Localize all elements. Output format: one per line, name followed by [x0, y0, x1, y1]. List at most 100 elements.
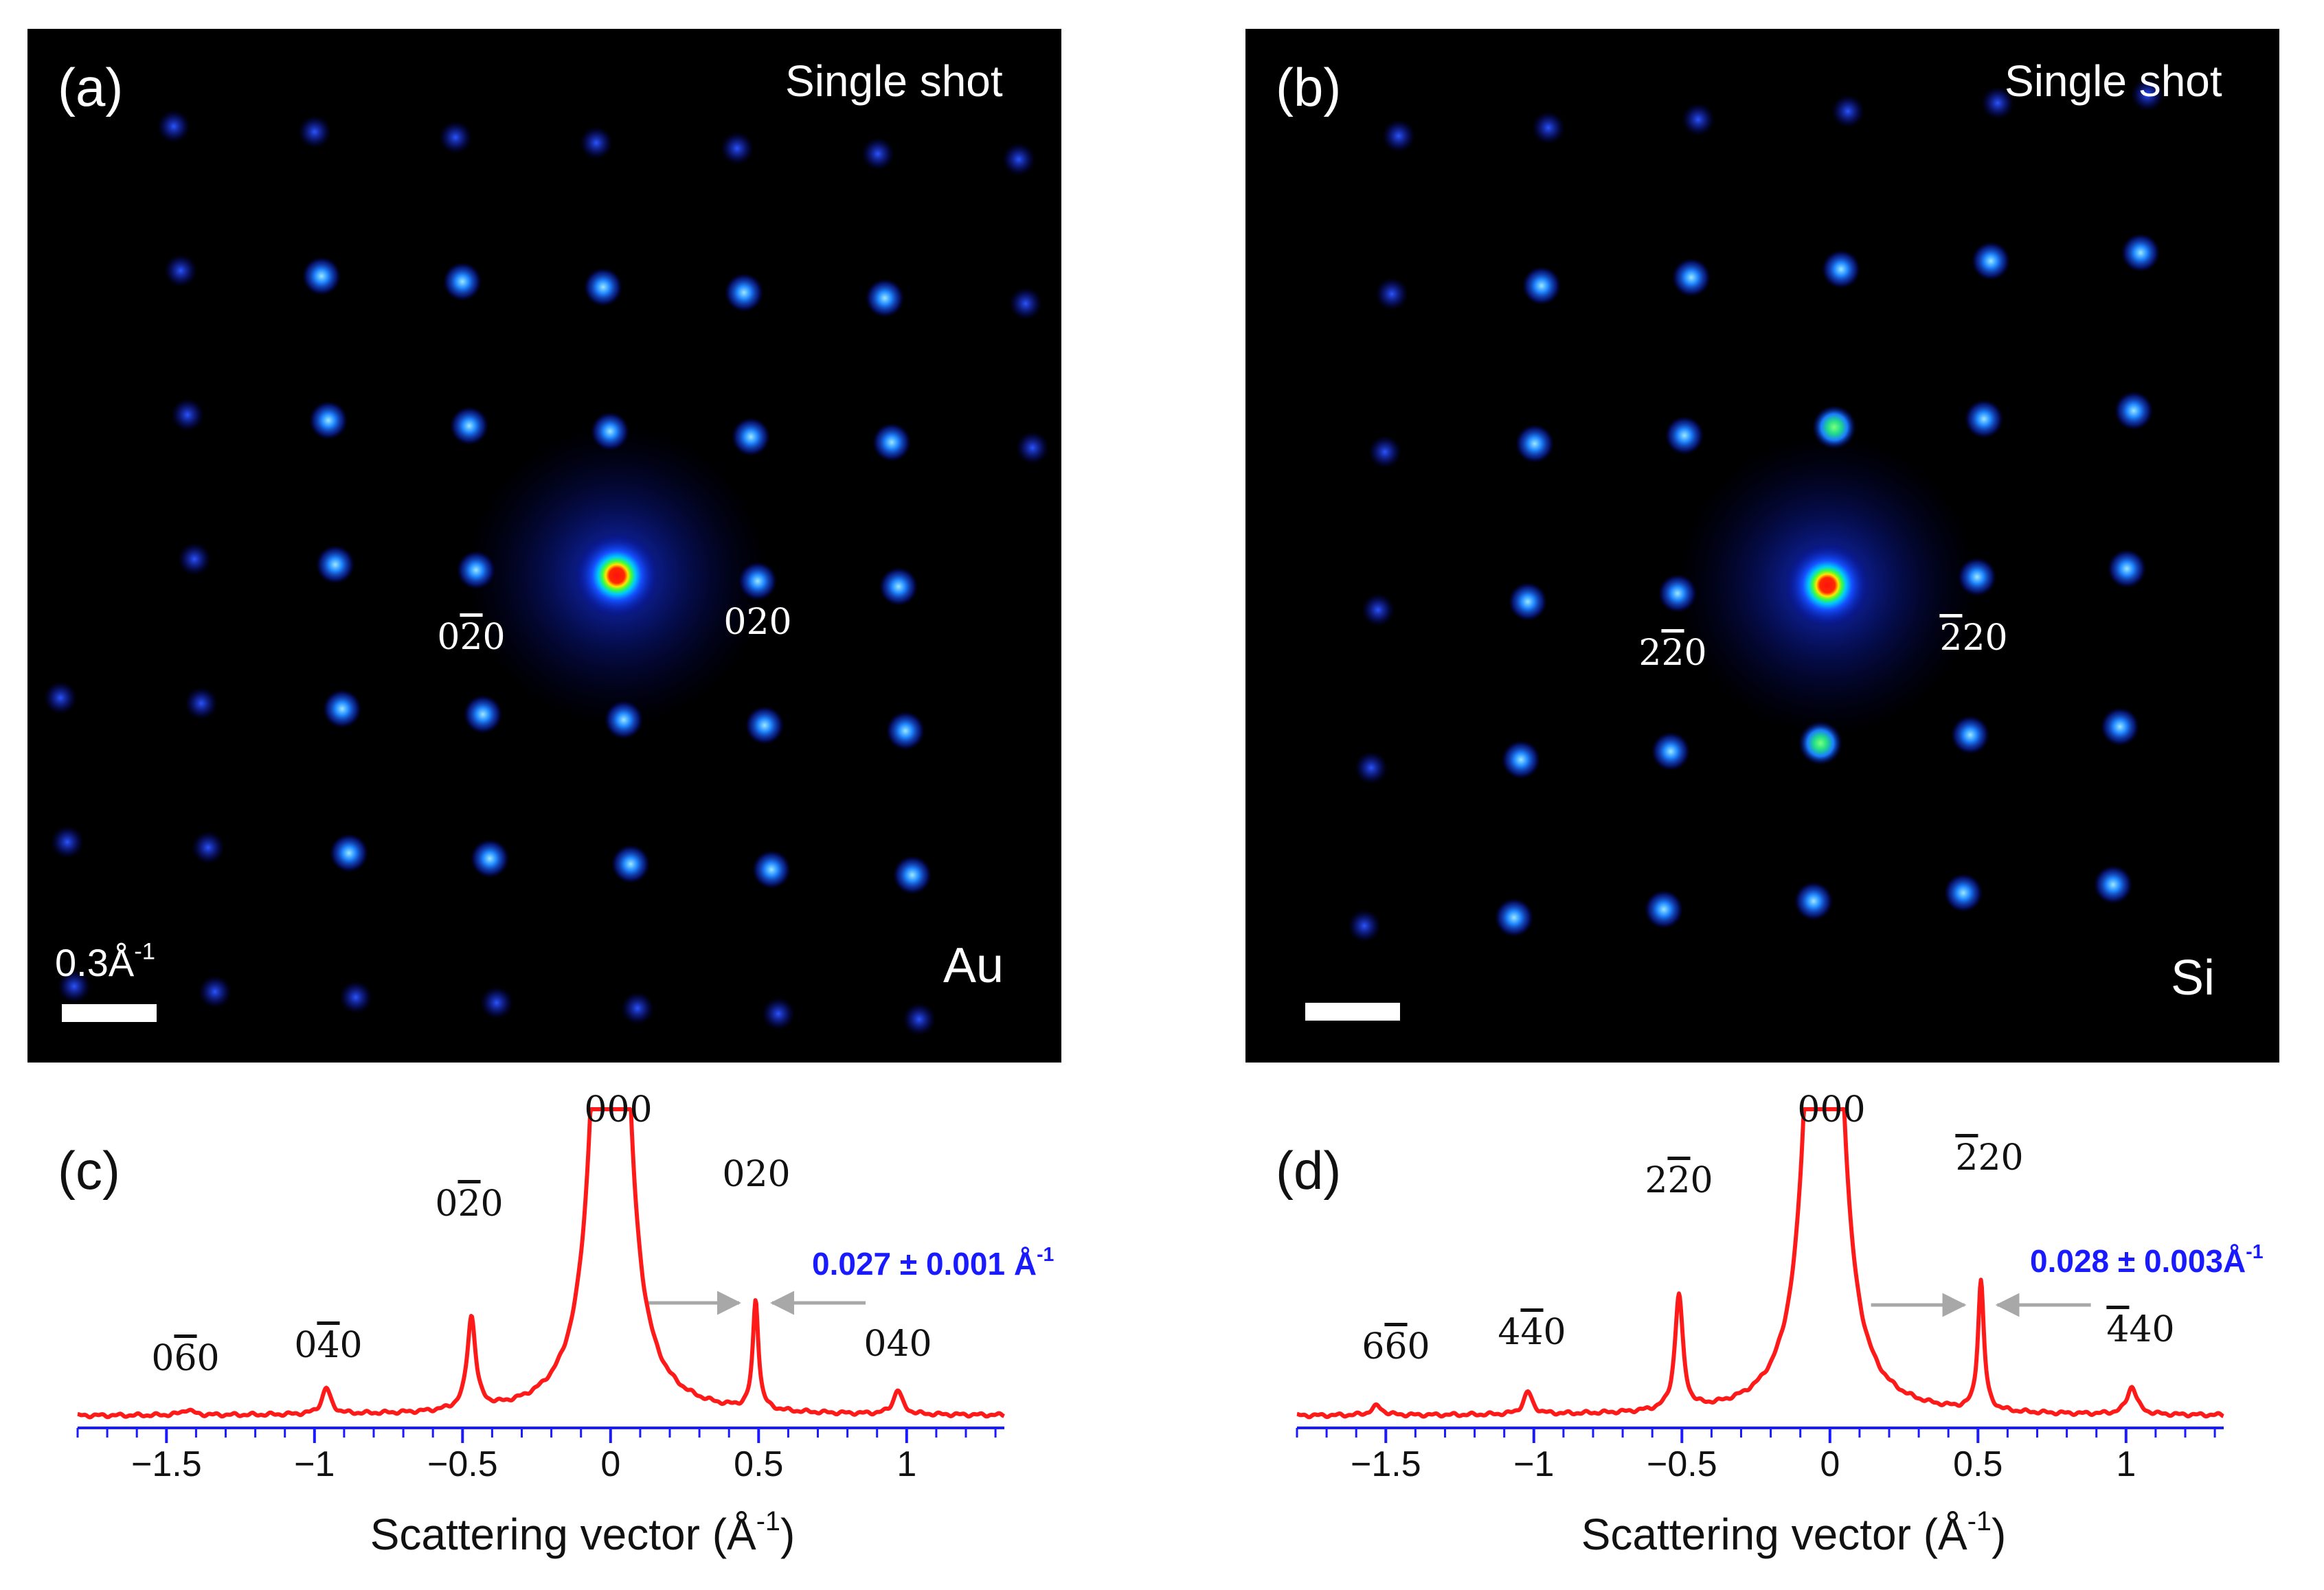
direct-beam-spot: [574, 533, 659, 618]
diffraction-pattern-au: [27, 29, 1061, 1063]
diffraction-spot: [44, 681, 77, 714]
peak-label: 220: [1955, 1137, 2024, 1179]
peak-label: 440: [2106, 1309, 2175, 1350]
diffraction-spot: [1682, 103, 1715, 136]
sample-label-si: Si: [2171, 951, 2215, 1006]
x-tick-label: 1: [896, 1444, 917, 1484]
peak-label: 020: [722, 1154, 791, 1195]
panel-label-d: (d): [1276, 1140, 1342, 1201]
diffraction-spot: [298, 115, 331, 148]
diffraction-spot: [866, 279, 904, 317]
diffraction-spot: [464, 695, 502, 734]
diffraction-spot: [1375, 277, 1408, 310]
diffraction-spot: [1362, 593, 1395, 626]
diffraction-spot: [439, 121, 472, 154]
diffraction-spot: [171, 398, 204, 431]
diffraction-spot: [1382, 120, 1415, 152]
diffraction-spot: [732, 418, 770, 456]
peak-label: 660: [1362, 1326, 1430, 1367]
x-tick-label: −1.5: [1350, 1444, 1421, 1484]
x-tick-label: −1: [1513, 1444, 1555, 1484]
diffraction-spot: [2094, 865, 2132, 904]
diffraction-spot: [2121, 234, 2160, 272]
diffraction-spot: [1658, 574, 1697, 613]
peak-label: 020: [435, 1183, 504, 1225]
diffraction-pattern-si: [1245, 29, 2279, 1063]
diffraction-spot: [605, 701, 643, 739]
peak-label: 040: [864, 1324, 932, 1365]
diffraction-spot: [872, 423, 911, 462]
diffraction-spot: [1951, 716, 1989, 754]
diffraction-spot: [1515, 424, 1554, 463]
diffraction-spot: [861, 137, 894, 170]
diffraction-spot: [2101, 707, 2139, 746]
x-tick-label: −1: [294, 1444, 335, 1484]
profile-curve: [1296, 1107, 2225, 1420]
spot-label: 020: [723, 602, 792, 643]
diffraction-spot: [611, 845, 650, 883]
diffraction-spot: [58, 970, 91, 1003]
single-shot-label-b: Single shot: [2005, 56, 2222, 106]
diffraction-spot: [1822, 250, 1860, 288]
diffraction-spot: [1965, 400, 2003, 438]
diffraction-spot: [1798, 721, 1842, 765]
diffraction-spot: [51, 826, 84, 859]
diffraction-spot: [2131, 78, 2164, 111]
peak-label: 060: [151, 1338, 220, 1379]
sample-label-au: Au: [943, 938, 1004, 993]
diffraction-spot: [725, 273, 763, 312]
peak-label: 000: [1797, 1089, 1866, 1131]
diffraction-spot: [339, 981, 372, 1014]
diffraction-spot: [1368, 435, 1401, 468]
panel-label-b: (b): [1276, 57, 1342, 117]
diffraction-spot: [1972, 242, 2010, 280]
diffraction-spot: [2114, 391, 2153, 430]
diffraction-spot: [591, 412, 629, 451]
diffraction-spot: [745, 706, 784, 745]
diffraction-spot: [584, 268, 622, 306]
fwhm-annotation: 0.027 ± 0.001 Å-1: [812, 1244, 1054, 1282]
diffraction-spot: [752, 850, 791, 889]
panel-label-a: (a): [58, 57, 124, 117]
profile-curve: [76, 1107, 1006, 1420]
diffraction-spot: [1645, 890, 1683, 929]
diffraction-spot: [457, 551, 495, 589]
diffraction-spot: [443, 262, 482, 301]
diffraction-spot: [1672, 258, 1711, 297]
scale-bar: [1305, 1003, 1400, 1021]
diffraction-spot: [192, 831, 225, 864]
x-tick-label: −0.5: [427, 1444, 498, 1484]
diffraction-spot: [1812, 405, 1856, 449]
x-tick-label: −0.5: [1646, 1444, 1717, 1484]
diffraction-spot: [886, 712, 925, 750]
diffraction-spot: [480, 986, 513, 1019]
diffraction-spot: [580, 126, 613, 159]
x-tick-label: 0.5: [734, 1444, 784, 1484]
diffraction-spot: [721, 132, 754, 165]
diffraction-spot: [302, 257, 341, 295]
diffraction-spot: [1958, 558, 1996, 596]
diffraction-spot: [1002, 143, 1035, 176]
x-tick-label: 0: [600, 1444, 621, 1484]
diffraction-spot: [1651, 732, 1690, 771]
diffraction-spot: [1502, 740, 1540, 779]
line-profile-si: [1296, 1107, 2225, 1443]
spot-label: 220: [1939, 617, 2008, 659]
diffraction-spot: [1522, 266, 1561, 305]
diffraction-spot: [1944, 874, 1983, 912]
diffraction-spot: [1794, 882, 1833, 920]
panel-label-c: (c): [58, 1140, 120, 1201]
diffraction-spot: [1348, 909, 1381, 942]
diffraction-spot: [323, 690, 361, 728]
diffraction-spot: [738, 562, 777, 600]
x-tick-label: 0.5: [1953, 1444, 2003, 1484]
diffraction-spot: [330, 834, 368, 872]
diffraction-spot: [164, 254, 197, 287]
peak-label: 220: [1645, 1160, 1713, 1201]
diffraction-spot: [157, 110, 190, 143]
diffraction-spot: [316, 545, 354, 584]
diffraction-spot: [1532, 111, 1565, 144]
diffraction-spot: [879, 567, 918, 606]
scale-bar: [62, 1004, 157, 1022]
